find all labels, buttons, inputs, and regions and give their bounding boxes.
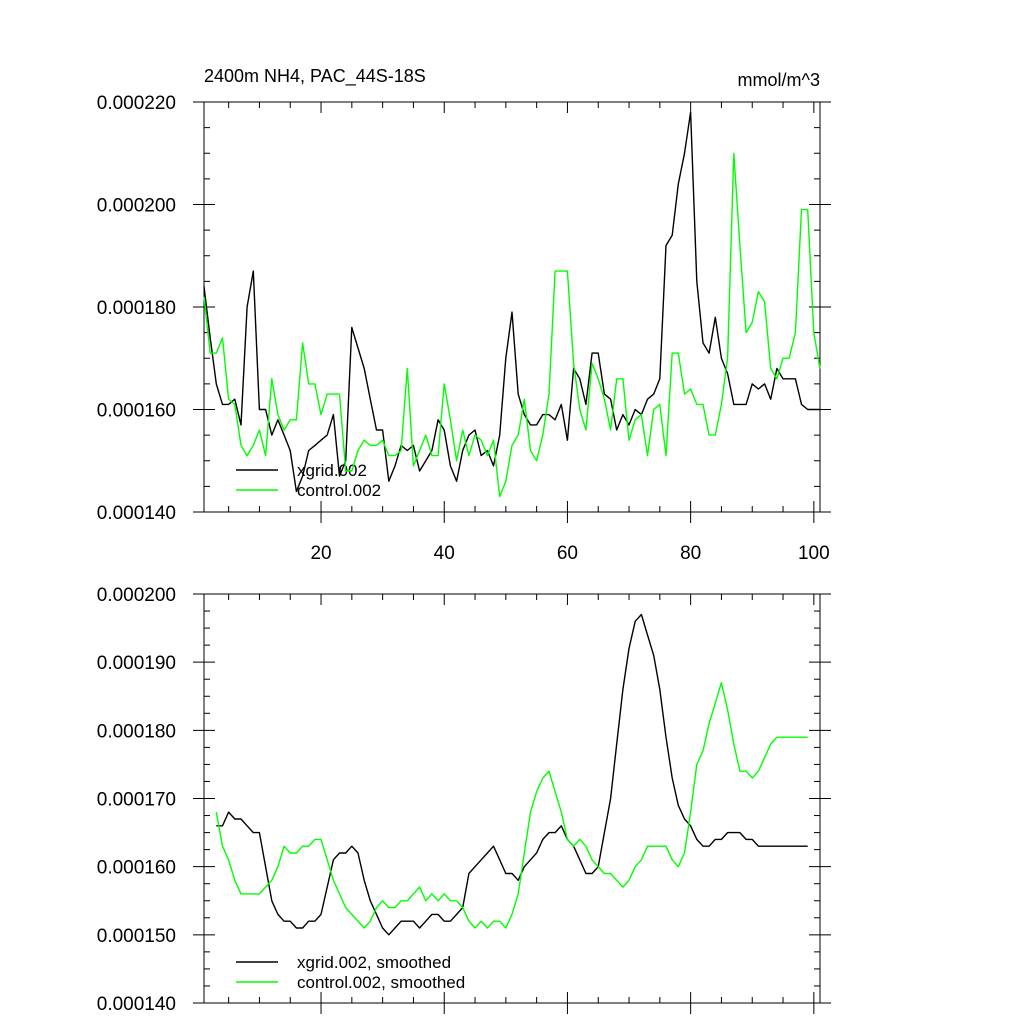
plot-frame: [203, 593, 821, 1004]
x-tick-label: 40: [434, 543, 455, 564]
y-tick-label: 0.000180: [97, 721, 176, 742]
units-label: mmol/m^3: [738, 70, 820, 90]
y-tick-label: 0.000140: [97, 994, 176, 1015]
y-tick-label: 0.000160: [97, 858, 176, 879]
series-line-xgrid-002-smoothed: [216, 613, 808, 936]
y-tick-label: 0.000220: [97, 93, 176, 114]
legend-label: control.002: [297, 481, 381, 500]
legend-label: xgrid.002: [297, 461, 367, 480]
legend-label: control.002, smoothed: [297, 973, 465, 992]
x-tick-label: 60: [557, 543, 578, 564]
y-tick-label: 0.000200: [97, 585, 176, 606]
bottom-panel: 0.000140 0.000150 0.000160 0.000170 0.000180…: [97, 585, 831, 1015]
y-tick-label: 0.000150: [97, 926, 176, 947]
series-line-control-002: [203, 152, 821, 498]
legend-label: xgrid.002, smoothed: [297, 953, 451, 972]
top-panel: 2400m NH4, PAC_44S-18S mmol/m^3 20 40 60 80…: [97, 66, 831, 564]
y-tick-label: 0.000140: [97, 503, 176, 524]
x-tick-label: 80: [680, 543, 701, 564]
y-tick-label: 0.000170: [97, 790, 176, 811]
y-tick-label: 0.000180: [97, 298, 176, 319]
plot-frame: [203, 101, 821, 513]
chart-title: 2400m NH4, PAC_44S-18S: [204, 66, 426, 87]
y-tick-label: 0.000160: [97, 401, 176, 422]
y-tick-label: 0.000190: [97, 653, 176, 674]
series-line-xgrid-002: [203, 111, 820, 493]
series-line-control-002-smoothed: [215, 681, 808, 929]
y-tick-label: 0.000200: [97, 196, 176, 217]
x-tick-label: 20: [310, 543, 331, 564]
x-tick-label: 100: [798, 543, 830, 564]
